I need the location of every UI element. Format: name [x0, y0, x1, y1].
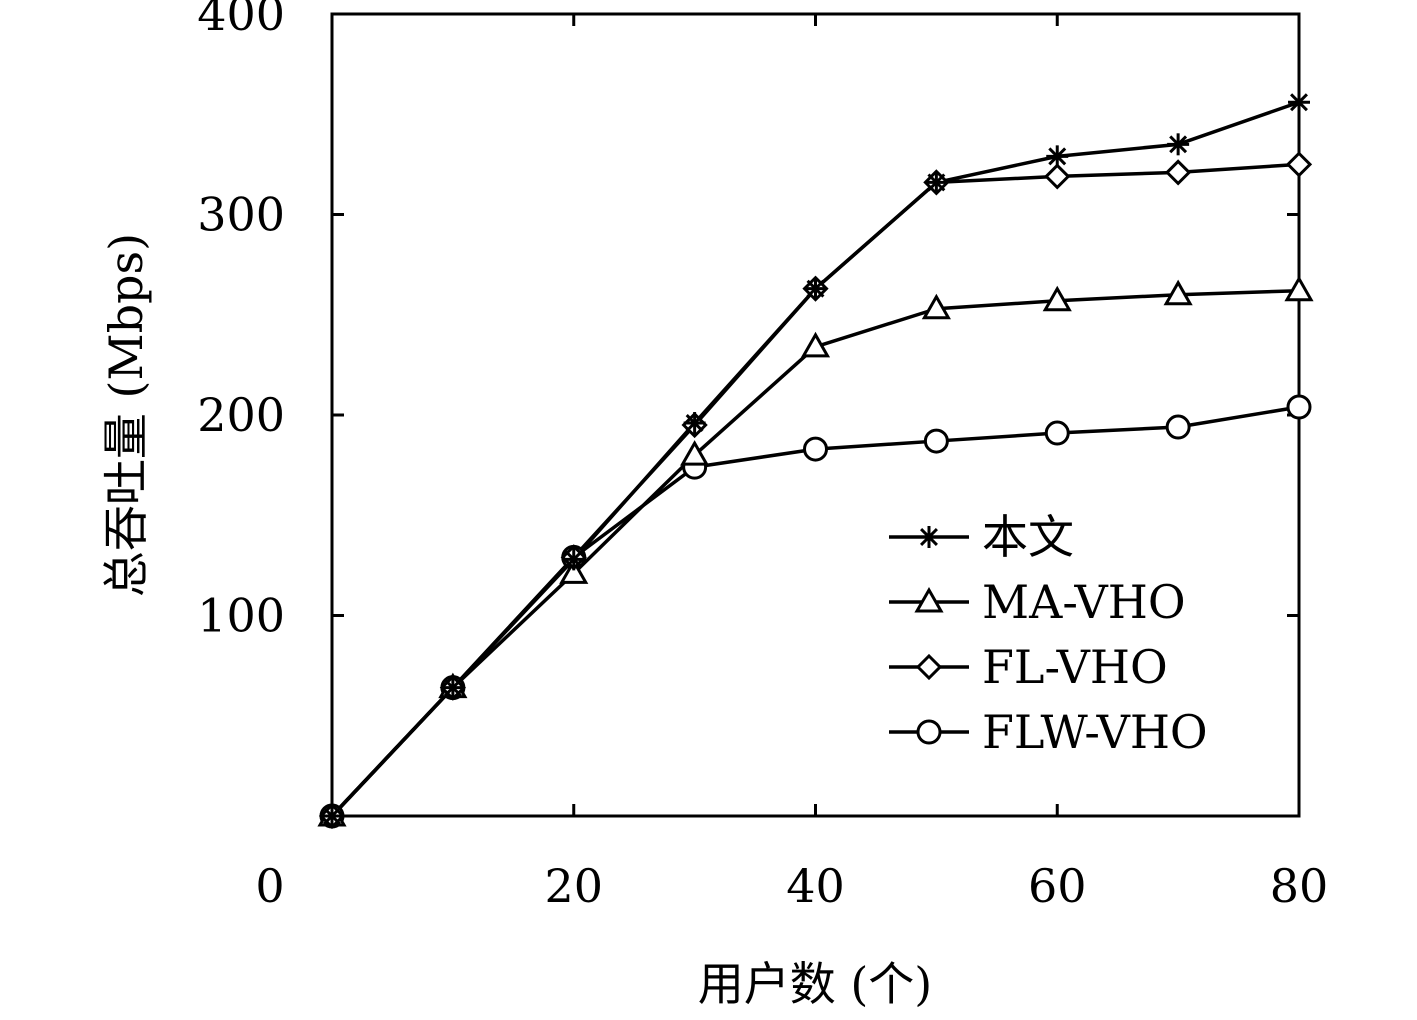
triangle-shape [800, 331, 831, 358]
diamond-shape [1165, 159, 1192, 186]
x-tick-label: 0 [255, 859, 284, 913]
triangle-shape [1163, 279, 1193, 306]
legend-label: FL-VHO [982, 640, 1168, 694]
data-point-diamond [1165, 159, 1192, 186]
triangle-shape [921, 293, 951, 320]
ticks-layer: 0 20 40 60 80 100 200 300 400 [197, 0, 1328, 913]
star-stroke [806, 279, 825, 298]
legend-label: 本文 [982, 510, 1074, 564]
star-stroke [1290, 93, 1308, 112]
triangle-shape [559, 558, 589, 584]
star-stroke [1048, 147, 1067, 166]
legend-item: FL-VHO [889, 640, 1168, 694]
x-axis-title: 用户数 (个) [698, 957, 933, 1011]
y-tick-label: 400 [197, 0, 285, 41]
data-point-triangle [680, 440, 710, 466]
diamond-shape [1044, 163, 1071, 190]
data-point-circle [923, 428, 949, 454]
circle-shape [923, 428, 949, 454]
legend-marker-diamond [915, 653, 943, 681]
y-tick-label: 200 [197, 388, 285, 442]
x-tick-label: 20 [544, 859, 603, 913]
legend-marker-circle [916, 719, 942, 745]
data-point-triangle [800, 331, 831, 358]
triangle-shape [1284, 275, 1314, 302]
legend-item: FLW-VHO [889, 705, 1208, 759]
diamond-shape [915, 653, 943, 681]
diamond-shape [1285, 151, 1313, 178]
circle-shape [1044, 420, 1070, 446]
legend-label: FLW-VHO [982, 705, 1208, 759]
data-point-triangle [1163, 279, 1193, 306]
data-point-star [804, 277, 827, 300]
circle-shape [916, 719, 942, 745]
data-point-triangle [1284, 275, 1314, 302]
x-tick-label: 40 [786, 859, 845, 913]
data-point-circle [1044, 420, 1070, 446]
data-point-circle [803, 436, 828, 462]
star-stroke [927, 173, 946, 192]
star-stroke [323, 807, 341, 825]
legend-label: MA-VHO [982, 575, 1186, 629]
legend-item: 本文 [889, 510, 1074, 564]
triangle-shape [914, 586, 944, 613]
y-tick-label: 100 [197, 589, 285, 643]
x-tick-label: 80 [1270, 859, 1329, 913]
x-tick-label: 60 [1028, 859, 1087, 913]
legend-marker-triangle [914, 586, 944, 613]
data-point-star [441, 676, 464, 699]
data-point-triangle [559, 558, 589, 584]
star-stroke [920, 528, 938, 546]
triangle-shape [680, 440, 710, 466]
series-markers [317, 91, 1314, 830]
data-point-triangle [921, 293, 951, 320]
circle-shape [1286, 394, 1312, 420]
data-point-circle [1286, 394, 1312, 420]
triangle-shape [1042, 285, 1072, 312]
y-tick-label: 300 [197, 188, 285, 242]
circle-shape [1165, 414, 1191, 440]
y-axis-title: 总吞吐量 (Mbps) [99, 233, 153, 597]
legend-marker-star [918, 526, 940, 548]
star-stroke [564, 550, 583, 569]
star-stroke [685, 414, 704, 433]
data-point-triangle [1042, 285, 1072, 312]
data-point-star [925, 171, 948, 194]
data-point-diamond [1285, 151, 1313, 178]
circle-shape [803, 436, 828, 462]
data-point-diamond [1044, 163, 1071, 190]
star-stroke [1169, 135, 1188, 154]
legend: 本文 MA-VHO FL-VHO FLW-VHO [889, 510, 1208, 759]
data-point-star [1288, 91, 1310, 114]
data-point-star [683, 412, 706, 435]
data-point-star [321, 805, 343, 827]
data-point-star [562, 548, 585, 571]
data-point-star [1167, 133, 1190, 156]
data-point-star [1046, 145, 1069, 168]
data-point-circle [1165, 414, 1191, 440]
star-stroke [443, 678, 462, 697]
legend-item: MA-VHO [889, 575, 1186, 629]
plot-frame [330, 12, 1301, 818]
